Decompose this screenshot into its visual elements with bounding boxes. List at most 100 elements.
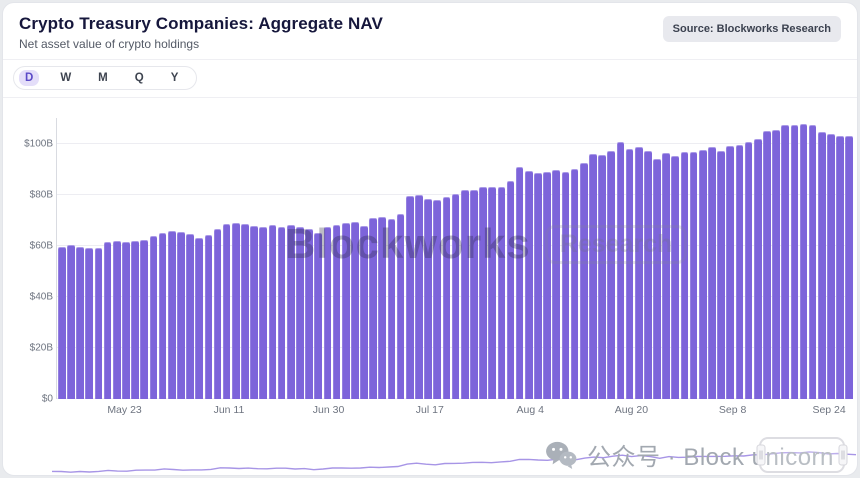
bar[interactable] (479, 186, 487, 399)
bar[interactable] (67, 245, 75, 399)
bar[interactable] (506, 180, 515, 399)
bar[interactable] (122, 242, 130, 399)
bar[interactable] (442, 196, 451, 399)
range-brush-window[interactable] (756, 437, 848, 473)
bar[interactable] (259, 227, 268, 399)
bar[interactable] (112, 240, 121, 399)
bar[interactable] (524, 170, 533, 399)
bar[interactable] (698, 149, 707, 399)
bar[interactable] (470, 190, 478, 399)
bar[interactable] (817, 131, 826, 399)
bar[interactable] (305, 229, 313, 399)
period-button-q[interactable]: Q (134, 72, 144, 84)
bar[interactable] (231, 223, 240, 399)
bar[interactable] (671, 155, 680, 399)
bar[interactable] (387, 219, 396, 399)
bar[interactable] (607, 150, 616, 399)
bar[interactable] (415, 194, 423, 399)
bar[interactable] (296, 226, 304, 399)
bar[interactable] (662, 153, 670, 399)
bar[interactable] (186, 234, 194, 399)
bar[interactable] (396, 213, 405, 399)
bar[interactable] (103, 242, 112, 399)
bar[interactable] (827, 133, 835, 399)
bar[interactable] (763, 130, 771, 399)
bar[interactable] (405, 195, 414, 399)
bar[interactable] (424, 198, 432, 399)
bar[interactable] (94, 248, 103, 399)
bar[interactable] (653, 159, 661, 399)
y-tick-label: $20B (29, 342, 53, 354)
bar[interactable] (552, 169, 561, 399)
bar[interactable] (76, 246, 84, 399)
bar[interactable] (85, 247, 94, 399)
bar[interactable] (341, 222, 350, 399)
period-button-m[interactable]: M (98, 72, 108, 84)
bar[interactable] (433, 200, 442, 399)
bar[interactable] (241, 223, 249, 399)
bar[interactable] (204, 234, 213, 399)
bar[interactable] (149, 236, 158, 399)
bar[interactable] (351, 221, 359, 399)
bar[interactable] (58, 247, 66, 399)
bar[interactable] (497, 186, 506, 399)
bar[interactable] (561, 171, 570, 399)
card-header: Crypto Treasury Companies: Aggregate NAV… (3, 3, 857, 60)
bar[interactable] (570, 168, 579, 399)
bar[interactable] (744, 142, 753, 399)
bar[interactable] (589, 154, 597, 399)
bar[interactable] (323, 227, 332, 399)
period-button-y[interactable]: Y (170, 72, 179, 84)
y-tick-label: $100B (24, 138, 53, 150)
bar[interactable] (644, 150, 652, 399)
bar[interactable] (634, 146, 643, 399)
bar[interactable] (369, 218, 377, 399)
bar[interactable] (277, 226, 286, 399)
bar[interactable] (680, 151, 689, 399)
bar[interactable] (836, 135, 844, 399)
bar[interactable] (222, 224, 231, 399)
bar[interactable] (708, 147, 716, 399)
bar[interactable] (332, 225, 341, 399)
bar[interactable] (378, 217, 387, 399)
bar[interactable] (451, 193, 460, 399)
bar[interactable] (515, 166, 524, 399)
bar[interactable] (177, 232, 185, 399)
bar[interactable] (799, 123, 808, 399)
bar[interactable] (616, 141, 625, 399)
bar[interactable] (790, 124, 799, 399)
period-button-w[interactable]: W (60, 72, 72, 84)
bar[interactable] (286, 224, 295, 399)
bar[interactable] (735, 144, 744, 399)
bar[interactable] (598, 155, 606, 399)
bar[interactable] (460, 190, 469, 399)
bar[interactable] (360, 225, 368, 399)
bar[interactable] (314, 233, 323, 399)
footer-brand: 公众号 · Block unicorn (545, 437, 834, 472)
bar[interactable] (140, 239, 149, 399)
bar[interactable] (213, 229, 222, 399)
bar[interactable] (808, 125, 817, 399)
bar[interactable] (579, 163, 588, 399)
bar[interactable] (726, 146, 735, 399)
bar[interactable] (625, 148, 634, 399)
bar[interactable] (158, 233, 167, 399)
bar[interactable] (543, 171, 551, 399)
period-button-d[interactable]: D (19, 70, 40, 86)
bar[interactable] (717, 151, 725, 399)
brush-handle-right[interactable] (838, 444, 848, 466)
bar[interactable] (753, 139, 762, 399)
page-subtitle: Net asset value of crypto holdings (19, 37, 200, 51)
bar[interactable] (167, 231, 176, 399)
bar[interactable] (195, 237, 203, 399)
bar[interactable] (488, 186, 496, 399)
bar[interactable] (131, 240, 139, 399)
bar[interactable] (250, 226, 258, 399)
brush-handle-left[interactable] (756, 444, 766, 466)
bar[interactable] (689, 151, 698, 399)
bar[interactable] (781, 125, 789, 399)
bar[interactable] (534, 172, 542, 399)
bar[interactable] (772, 129, 780, 399)
bar[interactable] (845, 136, 854, 399)
bar[interactable] (268, 225, 277, 399)
